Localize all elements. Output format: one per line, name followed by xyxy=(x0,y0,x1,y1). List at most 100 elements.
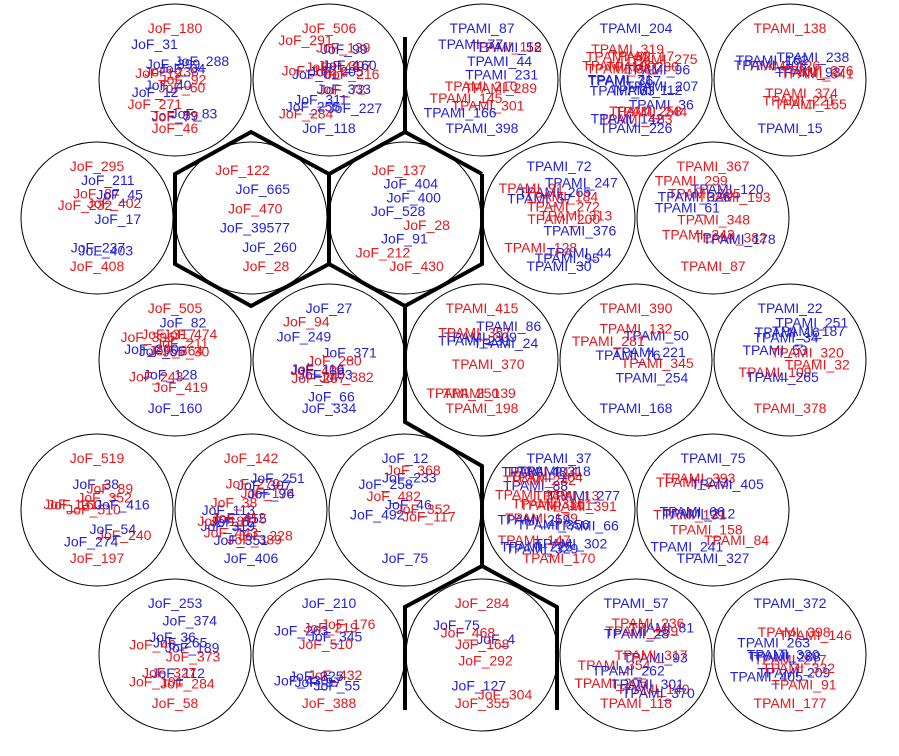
cell-label: JoF_400 xyxy=(386,189,441,205)
cell-label: JoF_205 xyxy=(309,63,364,79)
cell-label: TPAMI_374 xyxy=(765,85,838,101)
cell-label: JoF_510 xyxy=(66,502,121,518)
cell-label: TPAMI_184 xyxy=(525,188,598,204)
cell-label: JoF_94 xyxy=(283,314,330,330)
cell-circle-r5c4 xyxy=(559,578,713,732)
cell-label: JoF_27 xyxy=(306,300,353,316)
cell-label: JoF_510 xyxy=(298,636,353,652)
cell-label: JoF_416 xyxy=(95,497,150,513)
cell-label: TPAMI_317 xyxy=(615,647,688,663)
cell-label: JoF_211 xyxy=(155,335,209,351)
cell-label: TPAMI_91 xyxy=(499,180,564,196)
cell-label: JoF_82 xyxy=(160,314,207,330)
cell-label: JoF_260 xyxy=(242,239,297,255)
cell-label: JoF_284 xyxy=(455,595,510,611)
cell-label: JoF_368 xyxy=(386,462,441,478)
cell-label: TPAMI_66 xyxy=(660,504,725,520)
cell-label: JoF_174 xyxy=(240,485,295,501)
cell-label: JoF_307 xyxy=(237,477,292,493)
cell-label: TPAMI_198 xyxy=(446,400,519,416)
cell-label: JoF_519 xyxy=(70,450,125,466)
cell-label: JoF_55 xyxy=(313,678,360,694)
cell-label: JoF_131 xyxy=(43,496,98,512)
cell-label: TPAMI_118 xyxy=(600,695,672,711)
cell-label: JoF_528 xyxy=(371,203,426,219)
cell-label: JoF_291 xyxy=(278,32,333,48)
cell-label: TPAMI_288 xyxy=(748,648,821,664)
cell-label: TPAMI_370 xyxy=(622,685,695,701)
cell-label: TPAMI_244 xyxy=(614,104,687,120)
cell-label: JoF_219 xyxy=(303,620,358,636)
cell-label: TPAMI_66 xyxy=(554,518,619,534)
cell-label: JoF_38 xyxy=(72,476,119,492)
cell-label: JoF_39577 xyxy=(220,220,290,236)
cell-label: JoF_258 xyxy=(358,476,413,492)
cell-label: TPAMI_177 xyxy=(754,695,827,711)
cell-label: TPAMI_273 xyxy=(656,474,729,490)
cell-label: JoF_243 xyxy=(129,369,184,385)
cell-label: JoF_232 xyxy=(58,197,113,213)
cell-label: TPAMI_75 xyxy=(680,450,745,466)
cell-label: TPAMI_95 xyxy=(535,250,600,266)
cell-label: JoF_665 xyxy=(236,181,291,197)
cell-label: TPAMI_319 xyxy=(591,41,664,57)
cell-label: JoF_237 xyxy=(71,239,126,255)
cell-label: JoF_101 xyxy=(129,674,184,690)
cell-label: JoF_468 xyxy=(441,624,496,640)
cell-label: TPAMI_81 xyxy=(629,620,694,636)
cell-label: JoF_253 xyxy=(148,595,203,611)
cell-label: JoF_304 xyxy=(478,687,533,703)
cell-label: JoF_46 xyxy=(152,120,199,136)
cell-label: JoF_351 xyxy=(213,532,268,548)
cell-circle-r3c1 xyxy=(98,283,252,437)
cell-label: JoF_334 xyxy=(302,400,357,416)
cell-label: TPAMI_32 xyxy=(785,356,850,372)
cell-label: TPAMI_299 xyxy=(655,172,728,188)
cell-label: TPAMI_50 xyxy=(624,328,689,344)
cell-label: TPAMI_77 xyxy=(438,36,503,52)
cell-label: TPAMI_162 xyxy=(736,52,809,68)
cell-label: JoF_4 xyxy=(476,631,515,647)
cell-label: JoF_295 xyxy=(70,158,125,174)
cell-label: TPAMI_241 xyxy=(650,539,723,555)
boundary-line-4 xyxy=(403,306,559,710)
cell-label: TPAMI_247 xyxy=(545,174,618,190)
cell-label: JoF_160 xyxy=(47,496,102,512)
cell-label: JoF_355 xyxy=(455,695,510,711)
cell-label: JoF_249 xyxy=(277,328,332,344)
cell-label: JoF_96 xyxy=(247,485,294,501)
cell-label: TPAMI_170 xyxy=(523,550,596,566)
cell-label: TPAMI_221 xyxy=(613,344,686,360)
cell-label: JoF_430 xyxy=(389,258,444,274)
cell-label: JoF_62 xyxy=(210,514,257,530)
cell-label: JoF_148 xyxy=(305,59,360,75)
cell-label: JoF_211 xyxy=(81,172,135,188)
cell-label: TPAMI_22 xyxy=(757,300,822,316)
cell-label: JoF_189 xyxy=(165,640,220,656)
cell-label: TPAMI_231 xyxy=(465,67,538,83)
cell-label: TPAMI_112 xyxy=(610,82,682,98)
cell-label: TPAMI_57 xyxy=(603,595,668,611)
cell-label: JoF_66 xyxy=(308,389,355,405)
cell-label: JoF_45 xyxy=(96,186,143,202)
cell-circle-r5c5 xyxy=(713,578,867,732)
cell-label: JoF_212 xyxy=(356,244,411,260)
cell-label: TPAMI_87 xyxy=(680,258,745,274)
cell-label: TPAMI_72 xyxy=(526,158,591,174)
cell-label: JoF_137 xyxy=(372,162,427,178)
cell-label: JoF_118 xyxy=(302,120,356,136)
cell-label: TPAMI_398 xyxy=(758,624,831,640)
cell-label: JoF_160 xyxy=(148,400,203,416)
cell-label: JoF_112 xyxy=(151,665,205,681)
cell-label: TPAMI_187 xyxy=(772,323,845,339)
cell-label: TPAMI_250 xyxy=(426,385,499,401)
cell-label: TPAMI_76 xyxy=(595,347,660,363)
cell-circle-r1c4 xyxy=(559,3,713,157)
cell-label: TPAMI_348 xyxy=(677,212,750,228)
cell-label: TPAMI_345 xyxy=(621,355,694,371)
cell-label: TPAMI_391 xyxy=(544,498,617,514)
cell-label: TPAMI_96 xyxy=(625,62,690,78)
cell-label: TPAMI_159 xyxy=(605,623,678,639)
cell-label: JoF_89 xyxy=(86,481,133,497)
cell-label: JoF_12 xyxy=(132,84,179,100)
